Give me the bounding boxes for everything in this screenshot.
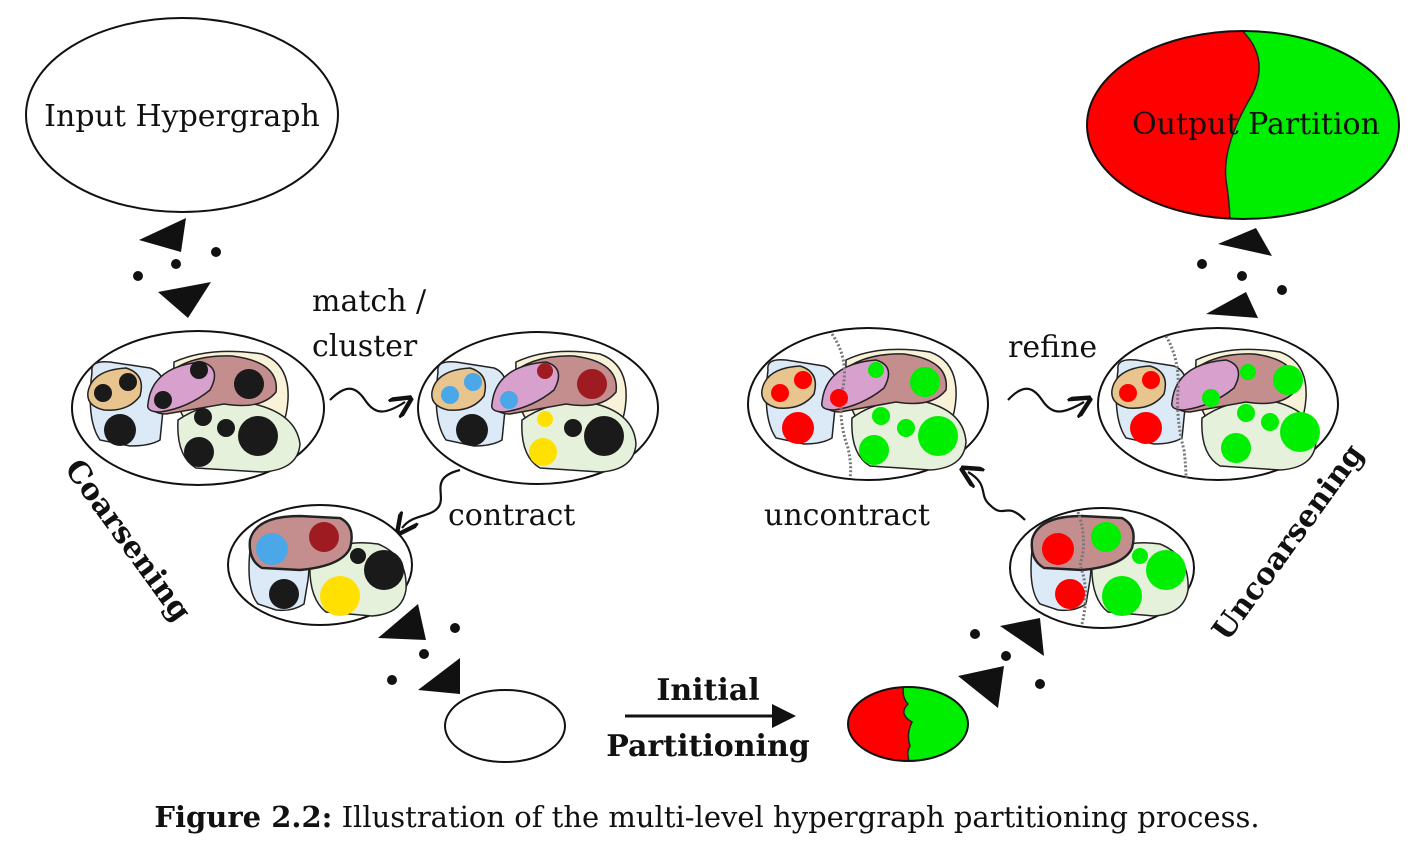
caption-prefix: Figure 2.2: [154,800,333,834]
uncoarsened-level-b [747,327,989,481]
output-partition-node: Output Partition [1086,30,1400,220]
initial-label-line1: Initial [656,673,759,708]
coarsest-hypergraph [444,689,566,763]
match-label-line1: match / [312,284,427,319]
uncontract-label: uncontract [764,498,930,533]
uncoarsened-level-a [1009,507,1195,629]
coarsening-ellipsis-bottom [378,604,460,694]
uncoarsening-ellipsis-top [1197,228,1287,318]
caption-text: Illustration of the multi-level hypergra… [341,800,1260,834]
uncontract-step: uncontract [764,472,1026,533]
hypergraph-level-1 [71,330,325,486]
uncoarsened-level-c [1097,327,1339,481]
contract-step: contract [402,468,575,533]
refine-label: refine [1008,330,1097,365]
input-hypergraph-node: Input Hypergraph [25,17,339,213]
input-hypergraph-label: Input Hypergraph [44,99,320,134]
match-label-line2: cluster [312,329,418,364]
partitioning-diagram: Input Hypergraph match / cluster [25,17,1400,764]
initial-label-line2: Partitioning [606,729,810,764]
output-partition-label: Output Partition [1132,107,1380,142]
coarsening-ellipsis-top [133,218,221,318]
refine-step: refine [1007,330,1097,412]
initial-partition [847,686,969,762]
contract-label: contract [448,498,575,533]
hypergraph-level-3 [227,504,413,626]
initial-partitioning-step: Initial Partitioning [606,673,810,764]
figure-caption: Figure 2.2: Illustration of the multi-le… [0,800,1414,834]
uncoarsening-ellipsis-bottom [958,618,1045,708]
match-cluster-step: match / cluster [312,284,427,412]
hypergraph-level-2 [417,331,659,485]
